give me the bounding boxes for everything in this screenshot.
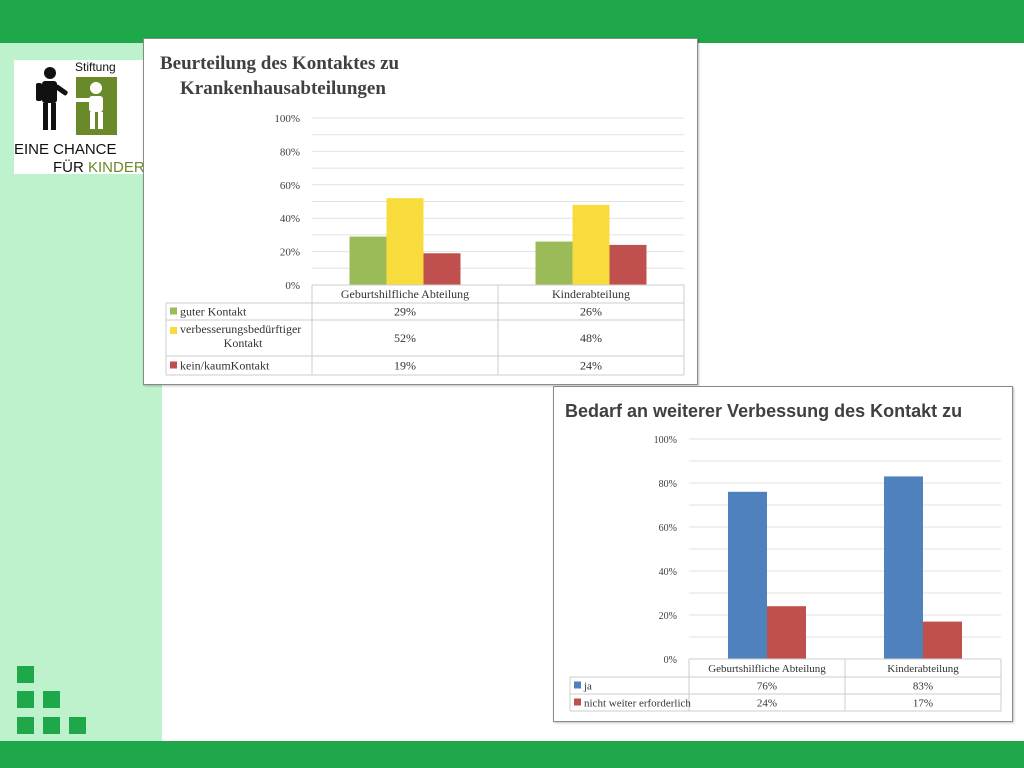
data-label: 76% xyxy=(757,681,777,693)
bar xyxy=(609,244,647,285)
chart-title: Bedarf an weiterer Verbessung des Kontak… xyxy=(565,401,963,421)
y-tick-label: 80% xyxy=(659,479,677,490)
data-label: 24% xyxy=(757,698,777,710)
y-tick-label: 40% xyxy=(659,567,677,578)
bar xyxy=(349,236,387,285)
bar xyxy=(728,491,767,659)
legend-swatch xyxy=(170,361,177,369)
deco-square xyxy=(43,691,60,708)
y-tick-label: 20% xyxy=(659,611,677,622)
data-label: 26% xyxy=(580,305,602,319)
bar xyxy=(423,253,461,285)
bar xyxy=(386,198,424,285)
bar xyxy=(572,204,610,285)
bar xyxy=(923,621,962,659)
data-label: 29% xyxy=(394,305,416,319)
data-label: 24% xyxy=(580,359,602,373)
data-label: 52% xyxy=(394,331,416,345)
legend-label: kein/kaumKontakt xyxy=(180,359,270,373)
y-tick-label: 0% xyxy=(664,655,677,666)
logo-text-line2: FÜR KINDER xyxy=(53,159,145,176)
legend-label: verbesserungsbedürftiger xyxy=(180,322,301,336)
top-bar xyxy=(0,0,1024,43)
y-tick-label: 80% xyxy=(280,146,300,158)
chart-improvement-need: Bedarf an weiterer Verbessung des Kontak… xyxy=(553,386,1013,722)
logo xyxy=(14,60,148,174)
data-label: 48% xyxy=(580,331,602,345)
legend-swatch xyxy=(170,307,177,315)
chart-plot: 0% 20% 40% 60% 80% 100% Geburtshilfliche Abtei… xyxy=(165,113,685,376)
y-tick-label: 20% xyxy=(280,247,300,259)
chart-contact-rating: Beurteilung des Kontaktes zu Krankenhaus… xyxy=(143,38,698,385)
bar xyxy=(767,606,806,659)
chart-subtitle: Krankenhausabteilungen xyxy=(180,78,386,99)
legend-label: ja xyxy=(583,681,592,693)
legend-swatch xyxy=(574,698,581,706)
chart-title: Beurteilung des Kontaktes zu xyxy=(160,53,400,74)
bar xyxy=(884,476,923,659)
legend-label: guter Kontakt xyxy=(180,305,247,319)
bar xyxy=(535,241,573,285)
y-tick-label: 100% xyxy=(654,435,677,446)
y-tick-label: 60% xyxy=(659,523,677,534)
y-tick-label: 40% xyxy=(280,213,300,225)
data-label: 17% xyxy=(913,698,933,710)
legend-swatch xyxy=(574,681,581,689)
legend-label: Kontakt xyxy=(224,336,263,350)
bottom-bar xyxy=(0,741,1024,768)
logo-text-kinder: KINDER xyxy=(88,159,145,176)
legend-swatch xyxy=(170,327,177,334)
parent-child-figure-icon xyxy=(36,67,117,135)
logo-text-fuer: FÜR xyxy=(53,159,88,176)
data-label: 83% xyxy=(913,681,933,693)
deco-square xyxy=(17,691,34,708)
chart-plot: 0% 20% 40% 60% 80% 100% Geburtshilfliche Abtei… xyxy=(569,435,1002,712)
category-label: Kinderabteilung xyxy=(552,287,630,301)
category-label: Kinderabteilung xyxy=(887,663,959,675)
legend-label: nicht weiter erforderlich xyxy=(584,698,691,710)
y-tick-label: 0% xyxy=(285,280,300,292)
category-label: Geburtshilfliche Abteilung xyxy=(341,287,469,301)
deco-square xyxy=(69,717,86,734)
deco-square xyxy=(17,666,34,683)
data-label: 19% xyxy=(394,359,416,373)
logo-stiftung: Stiftung xyxy=(75,60,116,74)
logo-text-line1: EINE CHANCE xyxy=(14,141,117,158)
y-tick-label: 60% xyxy=(280,180,300,192)
deco-square xyxy=(17,717,34,734)
category-label: Geburtshilfliche Abteilung xyxy=(708,663,826,675)
deco-square xyxy=(43,717,60,734)
y-tick-label: 100% xyxy=(274,113,300,125)
